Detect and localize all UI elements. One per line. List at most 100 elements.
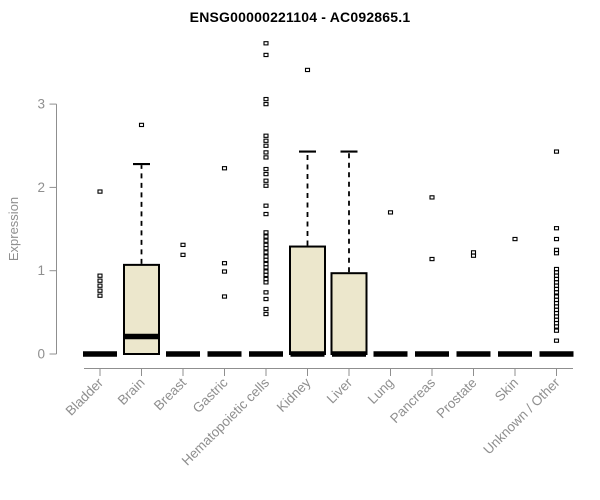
- outlier-point-unknown-other: [553, 251, 560, 256]
- box-liver: [330, 272, 368, 356]
- outlier-point-unknown-other: [553, 324, 560, 329]
- x-tick-label-breast: Breast: [151, 375, 189, 413]
- outlier-point-hematopoietic-cells: [263, 261, 269, 267]
- y-tick-label: 3: [37, 97, 45, 112]
- y-tick-label: 2: [37, 180, 45, 195]
- outlier-point-gastric: [221, 294, 228, 299]
- median-bar-hematopoietic-cells: [249, 351, 283, 357]
- outlier-point-unknown-other: [553, 266, 560, 272]
- outlier-point-lung: [387, 210, 394, 215]
- outlier-point-gastric: [221, 261, 228, 266]
- outlier-point-unknown-other: [553, 321, 560, 326]
- outlier-point-hematopoietic-cells: [263, 265, 269, 270]
- outlier-point-hematopoietic-cells: [263, 242, 269, 248]
- y-tick-label: 1: [37, 263, 45, 278]
- outlier-point-hematopoietic-cells: [263, 257, 269, 263]
- outlier-point-hematopoietic-cells: [263, 230, 269, 235]
- outlier-point-prostate: [470, 253, 477, 258]
- outlier-point-unknown-other: [553, 273, 560, 278]
- outlier-point-hematopoietic-cells: [263, 269, 269, 274]
- outlier-point-unknown-other: [553, 297, 560, 303]
- outlier-point-unknown-other: [553, 283, 560, 288]
- outlier-point-hematopoietic-cells: [263, 276, 269, 282]
- outlier-point-hematopoietic-cells: [263, 166, 269, 172]
- outlier-point-hematopoietic-cells: [263, 296, 269, 302]
- outlier-point-unknown-other: [553, 294, 560, 299]
- outlier-point-hematopoietic-cells: [263, 211, 269, 217]
- outlier-point-hematopoietic-cells: [263, 96, 269, 102]
- outlier-point-brain: [138, 122, 145, 128]
- outlier-point-bladder: [97, 293, 103, 298]
- outlier-point-hematopoietic-cells: [263, 280, 269, 285]
- box-kidney: [289, 245, 326, 355]
- x-tick-label-lung: Lung: [365, 375, 397, 407]
- median-bar-liver: [332, 351, 366, 357]
- outlier-point-bladder: [97, 288, 103, 293]
- outlier-point-hematopoietic-cells: [263, 143, 269, 148]
- outlier-point-hematopoietic-cells: [263, 234, 269, 239]
- outlier-point-hematopoietic-cells: [263, 272, 269, 278]
- outlier-point-unknown-other: [553, 307, 560, 313]
- box-brain: [123, 263, 160, 355]
- outlier-point-bladder: [97, 189, 103, 194]
- median-bar-gastric: [207, 351, 242, 357]
- outlier-point-unknown-other: [553, 226, 560, 231]
- outlier-point-bladder: [97, 278, 103, 283]
- outlier-point-hematopoietic-cells: [263, 150, 269, 155]
- outlier-point-hematopoietic-cells: [263, 41, 269, 46]
- outlier-point-hematopoietic-cells: [263, 290, 269, 295]
- median-bar-pancreas: [415, 351, 449, 357]
- outlier-point-breast: [180, 242, 186, 248]
- median-bar-skin: [498, 351, 532, 357]
- outlier-point-unknown-other: [553, 276, 560, 282]
- x-tick-label-kidney: Kidney: [274, 375, 314, 415]
- outlier-point-hematopoietic-cells: [263, 250, 269, 255]
- outlier-point-pancreas: [429, 195, 435, 200]
- outlier-point-unknown-other: [553, 328, 560, 333]
- median-bar-prostate: [456, 351, 491, 357]
- outlier-point-hematopoietic-cells: [263, 101, 269, 107]
- outlier-point-hematopoietic-cells: [263, 52, 269, 58]
- x-tick-label-bladder: Bladder: [63, 375, 107, 419]
- median-bar-brain: [124, 333, 159, 340]
- outlier-point-unknown-other: [553, 290, 560, 295]
- outlier-point-hematopoietic-cells: [263, 254, 269, 259]
- outlier-point-gastric: [221, 166, 228, 171]
- outlier-point-hematopoietic-cells: [263, 178, 269, 183]
- x-tick-label-gastric: Gastric: [190, 375, 231, 416]
- median-bar-unknown-other: [539, 351, 574, 357]
- outlier-point-unknown-other: [553, 301, 560, 306]
- x-tick-label-brain: Brain: [115, 375, 148, 408]
- outlier-point-unknown-other: [553, 280, 560, 285]
- outlier-point-hematopoietic-cells: [263, 183, 269, 188]
- outlier-point-skin: [512, 236, 518, 242]
- outlier-point-unknown-other: [553, 149, 560, 154]
- outlier-point-hematopoietic-cells: [263, 306, 269, 312]
- outlier-point-unknown-other: [553, 338, 560, 343]
- outlier-point-unknown-other: [553, 286, 560, 292]
- x-tick-label-skin: Skin: [492, 375, 521, 404]
- outlier-point-hematopoietic-cells: [263, 155, 269, 160]
- outlier-point-unknown-other: [553, 314, 560, 319]
- x-tick-label-unknown-other: Unknown / Other: [480, 375, 563, 458]
- outlier-point-unknown-other: [553, 236, 560, 242]
- median-bar-bladder: [83, 351, 117, 357]
- outlier-point-prostate: [470, 250, 477, 255]
- x-tick-label-prostate: Prostate: [433, 375, 479, 421]
- median-bar-lung: [373, 351, 408, 357]
- median-bar-breast: [166, 351, 200, 357]
- outlier-point-hematopoietic-cells: [263, 246, 269, 251]
- outlier-point-unknown-other: [553, 247, 560, 253]
- outlier-point-kidney: [304, 67, 311, 73]
- outlier-point-gastric: [221, 269, 228, 274]
- outlier-point-hematopoietic-cells: [263, 203, 269, 208]
- outlier-point-unknown-other: [553, 270, 560, 275]
- outlier-point-bladder: [97, 273, 103, 278]
- outlier-point-hematopoietic-cells: [263, 133, 269, 138]
- outlier-point-hematopoietic-cells: [263, 238, 269, 243]
- outlier-point-hematopoietic-cells: [263, 138, 269, 143]
- outlier-point-unknown-other: [553, 317, 560, 322]
- y-tick-label: 0: [37, 347, 45, 362]
